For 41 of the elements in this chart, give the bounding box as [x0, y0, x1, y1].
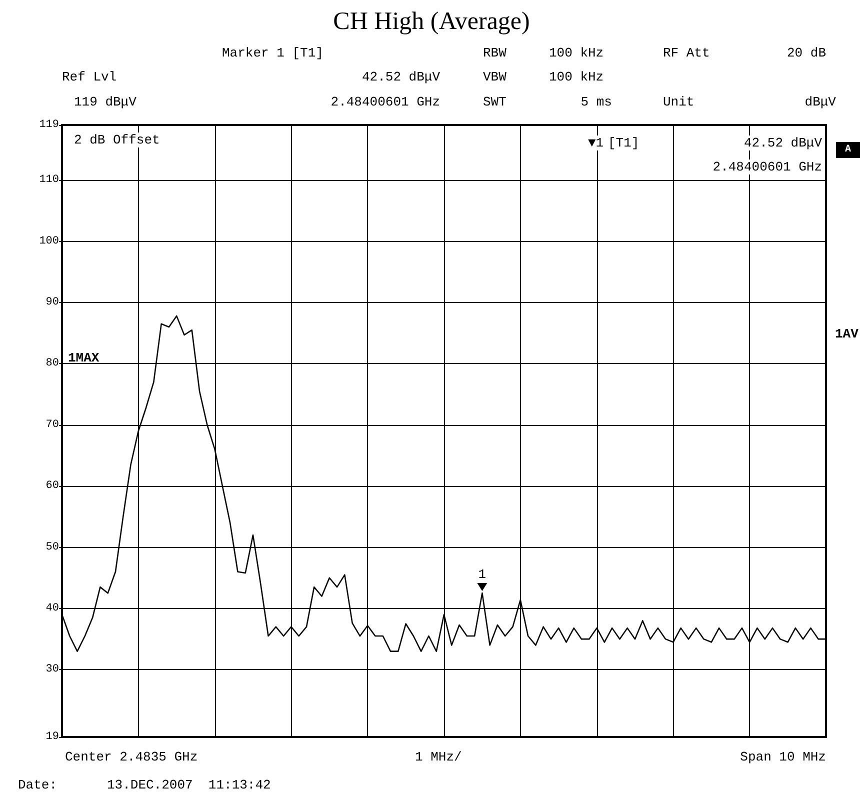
text: Unit	[663, 94, 694, 110]
text: VBW	[483, 70, 507, 84]
text: Center 2.4835 GHz	[65, 750, 198, 764]
text: 13.DEC.2007 11:13:42	[107, 778, 271, 792]
text: A	[844, 144, 852, 156]
annotation: 1	[478, 567, 486, 582]
annotation: [T1]	[608, 136, 640, 150]
annotation: ▼1	[588, 136, 604, 150]
y-tick-label: 19	[46, 731, 59, 743]
text: Span 10 MHz	[740, 750, 826, 764]
text: 5 ms	[580, 94, 612, 110]
y-tick-label: 40	[46, 602, 59, 614]
y-tick-label: 80	[46, 358, 59, 370]
text: 42.52 dBμV	[362, 70, 440, 84]
y-tick-label: 90	[46, 296, 59, 308]
y-tick-label: 70	[46, 418, 59, 431]
text: 20 dB	[786, 46, 826, 60]
y-tick-label: 60	[46, 480, 59, 492]
text: Date:	[18, 778, 58, 792]
annotation: 2 dB Offset	[74, 132, 160, 148]
y-tick-label: 50	[46, 541, 59, 554]
annotation: 42.52 dBμV	[744, 136, 822, 150]
text: 1AV	[835, 326, 859, 342]
y-tick-label: 119	[39, 119, 59, 131]
text: 100 kHz	[549, 70, 604, 84]
text: 119 dBμV	[74, 94, 137, 110]
annotation: 1MAX	[68, 350, 100, 366]
text: Marker 1 [T1]	[222, 46, 324, 60]
text: 1 MHz/	[415, 750, 462, 764]
chart-title: CH High (Average)	[333, 8, 530, 35]
text: 100 kHz	[549, 46, 604, 60]
text: RBW	[483, 46, 507, 60]
text: RF Att	[663, 46, 710, 60]
y-tick-label: 110	[39, 174, 59, 186]
y-tick-label: 100	[39, 235, 59, 248]
text: dBμV	[804, 94, 836, 110]
annotation: 2.48400601 GHz	[712, 160, 822, 174]
y-tick-label: 30	[46, 664, 59, 676]
text: SWT	[483, 94, 507, 110]
text: 2.48400601 GHz	[330, 94, 440, 110]
text: Ref Lvl	[62, 70, 117, 84]
